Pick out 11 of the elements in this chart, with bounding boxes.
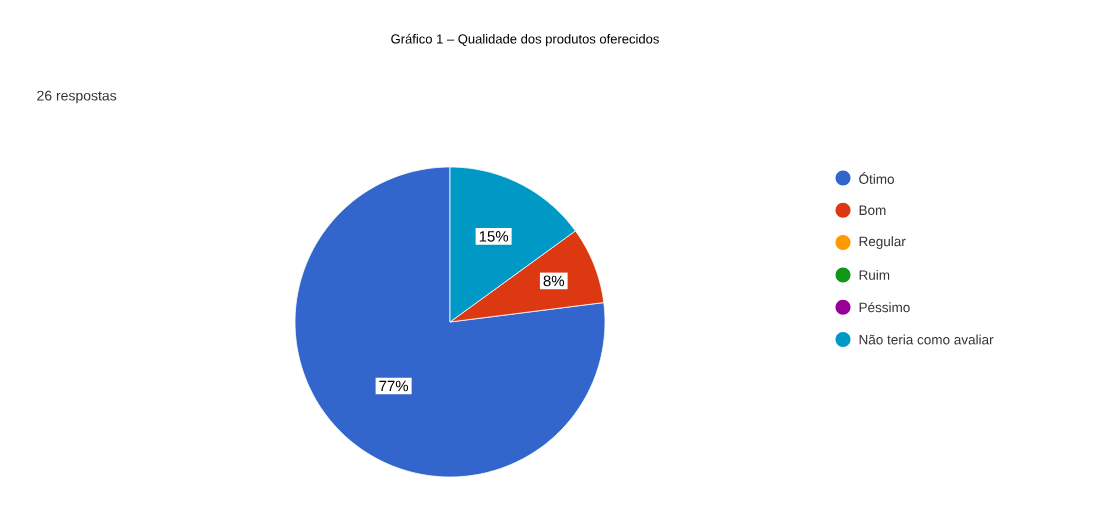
- data-label: 77%: [379, 380, 409, 392]
- legend-label: Ruim: [859, 269, 890, 280]
- legend-label: Regular: [859, 236, 906, 249]
- legend-label: Péssimo: [859, 302, 910, 313]
- legend-label: Ótimo: [859, 172, 894, 184]
- data-label: 15%: [479, 231, 509, 242]
- chart-title: Gráfico 1 – Qualidade dos produtos oferecidos: [391, 33, 659, 47]
- data-label: 8%: [543, 275, 565, 287]
- legend-label: Não teria como avaliar: [859, 334, 994, 345]
- text: 26 respostas: [37, 90, 117, 104]
- legend-label: Bom: [859, 205, 886, 215]
